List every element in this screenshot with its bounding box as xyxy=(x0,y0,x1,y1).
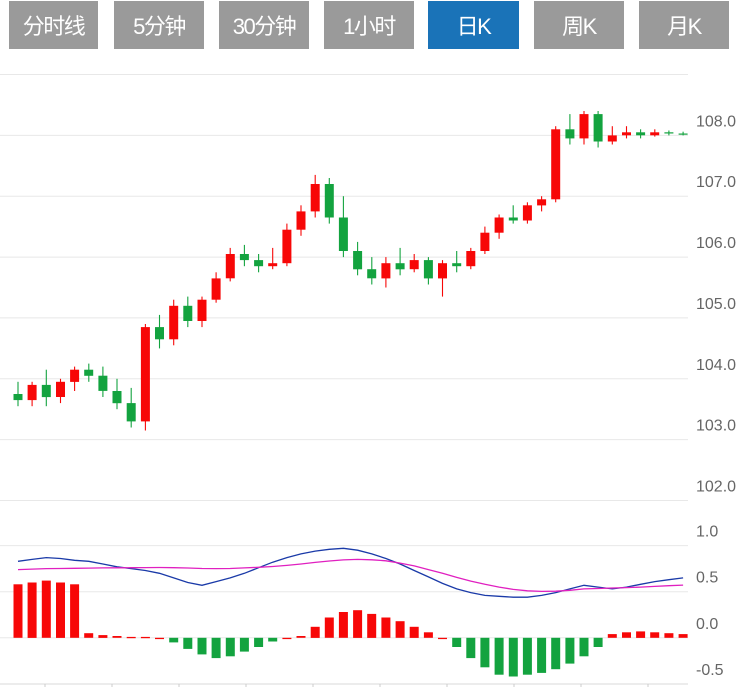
svg-text:0.0: 0.0 xyxy=(696,616,718,633)
svg-text:107.0: 107.0 xyxy=(696,174,736,191)
svg-text:104.0: 104.0 xyxy=(696,357,736,374)
svg-text:106.0: 106.0 xyxy=(696,235,736,252)
svg-text:1.0: 1.0 xyxy=(696,524,718,541)
svg-text:0.5: 0.5 xyxy=(696,570,718,587)
svg-text:105.0: 105.0 xyxy=(696,296,736,313)
svg-text:-0.5: -0.5 xyxy=(696,662,724,679)
svg-text:103.0: 103.0 xyxy=(696,418,736,435)
svg-text:108.0: 108.0 xyxy=(696,113,736,130)
svg-text:102.0: 102.0 xyxy=(696,479,736,496)
